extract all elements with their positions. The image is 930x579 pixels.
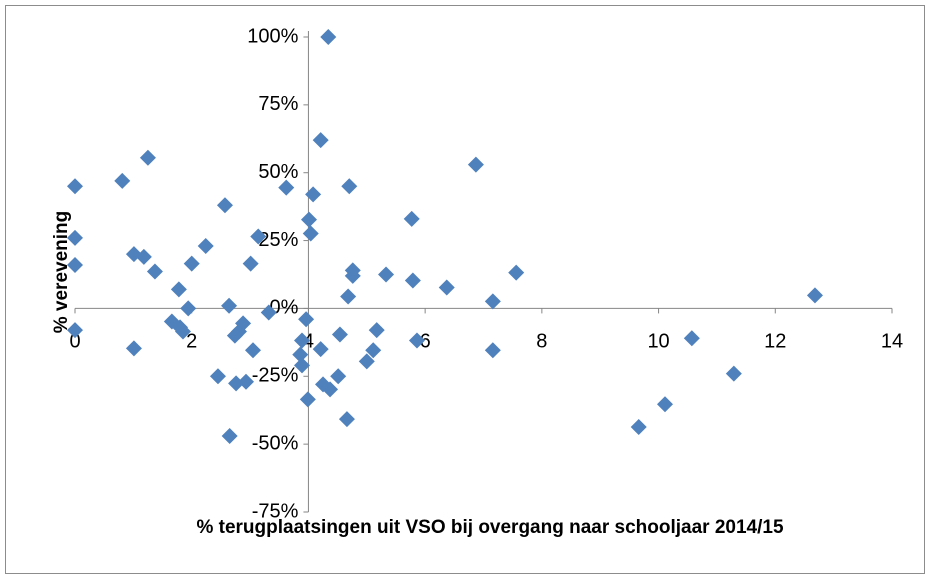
point	[250, 228, 267, 245]
point	[368, 322, 385, 339]
point	[508, 264, 525, 281]
point	[292, 346, 309, 363]
y-tick-label: 25%	[258, 229, 298, 251]
point	[294, 332, 311, 349]
point	[301, 211, 318, 228]
point	[221, 297, 238, 314]
point	[322, 381, 339, 398]
chart-border	[5, 5, 925, 574]
point	[67, 178, 83, 195]
point	[125, 340, 142, 357]
y-tick-label: 0%	[270, 297, 299, 319]
point	[139, 149, 156, 166]
point	[408, 332, 425, 349]
point	[656, 396, 673, 413]
point	[299, 391, 316, 408]
point	[340, 288, 357, 305]
point	[294, 357, 311, 374]
point	[197, 238, 214, 254]
point	[630, 419, 647, 436]
point	[725, 365, 742, 382]
point	[341, 178, 358, 195]
point	[683, 330, 700, 347]
point	[404, 272, 421, 289]
point	[174, 323, 191, 340]
point	[338, 411, 355, 428]
point	[365, 342, 382, 359]
point	[312, 341, 329, 358]
point	[221, 428, 238, 444]
point	[806, 287, 823, 304]
point	[344, 267, 361, 284]
point	[403, 210, 420, 227]
x-tick-label: 10	[647, 331, 669, 353]
point	[180, 300, 197, 317]
point	[331, 326, 348, 343]
point	[228, 375, 245, 392]
point	[237, 373, 254, 390]
point	[170, 281, 187, 298]
point	[320, 29, 337, 45]
x-tick-label: 6	[420, 331, 431, 353]
point	[484, 342, 501, 359]
x-tick-label: 14	[881, 331, 903, 353]
point	[135, 248, 152, 265]
y-tick-label: -75%	[252, 500, 299, 522]
point	[302, 225, 319, 242]
y-tick-label: 75%	[258, 93, 298, 115]
point	[260, 304, 277, 321]
point	[114, 172, 131, 189]
point	[278, 179, 295, 196]
y-tick-label: 50%	[258, 161, 298, 183]
x-axis-title: % terugplaatsingen uit VSO bij overgang …	[196, 517, 784, 538]
y-tick-label: 100%	[247, 25, 298, 47]
point	[467, 156, 484, 173]
point	[242, 255, 259, 272]
point	[312, 132, 329, 149]
x-tick-label: 0	[69, 331, 80, 353]
point	[358, 353, 375, 370]
y-tick-label: -50%	[252, 432, 299, 454]
point	[226, 327, 243, 344]
point	[183, 255, 200, 272]
point	[438, 279, 455, 296]
point	[209, 368, 226, 385]
x-tick-label: 12	[764, 331, 786, 353]
y-tick-label: -25%	[252, 365, 299, 387]
x-tick-label: 2	[186, 331, 197, 353]
point	[146, 263, 163, 280]
point	[67, 257, 83, 273]
point	[305, 186, 322, 203]
point	[298, 311, 315, 328]
y-axis-title: % verevening	[51, 211, 72, 334]
x-tick-label: 8	[536, 331, 547, 353]
point	[216, 197, 233, 214]
point	[67, 229, 83, 246]
point	[67, 322, 83, 339]
point	[378, 266, 395, 283]
point	[484, 293, 501, 310]
point	[244, 342, 261, 359]
point	[330, 368, 347, 385]
